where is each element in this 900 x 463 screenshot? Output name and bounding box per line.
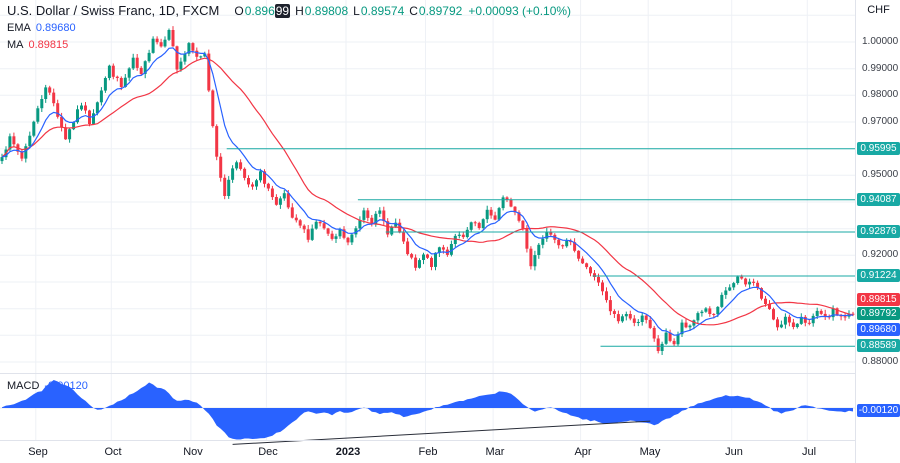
price-pane[interactable]: U.S. Dollar / Swiss Franc, 1D, FXCM O0.89… [0, 0, 855, 373]
time-axis-label: Dec [258, 446, 278, 458]
time-axis-label: Jul [801, 446, 817, 458]
open-value: 0.89699 [244, 4, 291, 18]
price-axis-label: 1.00000 [862, 36, 899, 47]
price-axis-label: 0.92000 [862, 249, 899, 260]
ma-label: MA [7, 39, 24, 51]
ma-legend-row[interactable]: MA 0.89815 [7, 36, 571, 53]
price-badge: 0.88589 [857, 339, 900, 352]
chart-legend: U.S. Dollar / Swiss Franc, 1D, FXCM O0.89… [7, 3, 571, 53]
high-value: 0.89808 [304, 4, 349, 18]
macd-label: MACD [7, 380, 40, 392]
axis-currency-label[interactable]: CHF [867, 4, 890, 16]
change-value: +0.00093 (+0.10%) [468, 4, 572, 18]
price-chart-canvas[interactable] [0, 0, 855, 373]
price-axis[interactable]: CHF 1.00000 0.99000 0.98000 0.97000 0.95000 0… [855, 0, 900, 463]
open-label: O [234, 4, 244, 18]
symbol-legend-row[interactable]: U.S. Dollar / Swiss Franc, 1D, FXCM O0.89… [7, 3, 571, 19]
time-axis-label: Oct [104, 446, 122, 458]
ema-value: 0.89680 [35, 22, 76, 34]
macd-value-badge: -0.00120 [857, 404, 900, 417]
close-label: C [409, 4, 418, 18]
price-badge: 0.91224 [857, 269, 900, 282]
time-axis-label: 2023 [335, 446, 361, 458]
high-label: H [295, 4, 304, 18]
price-badge: 0.94087 [857, 193, 900, 206]
time-axis-label: May [639, 446, 661, 458]
ma-line[interactable] [1, 57, 854, 326]
macd-histogram-area [2, 380, 853, 440]
ema-legend-row[interactable]: EMA 0.89680 [7, 19, 571, 36]
macd-pane[interactable]: MACD -0.00120 [0, 374, 855, 445]
symbol-title: U.S. Dollar / Swiss Franc, 1D, FXCM [7, 3, 220, 18]
price-badge: 0.95995 [857, 142, 900, 155]
ema-line[interactable] [1, 47, 854, 336]
price-axis-label: 0.97000 [862, 116, 899, 127]
candles-group [0, 26, 855, 355]
time-axis-label: Jun [725, 446, 743, 458]
price-axis-label: 0.95000 [862, 169, 899, 180]
price-axis-label: 0.88000 [862, 356, 899, 367]
price-badge: 0.89680 [857, 323, 900, 336]
macd-legend-row[interactable]: MACD -0.00120 [7, 380, 88, 392]
ma-value: 0.89815 [28, 39, 69, 51]
time-axis[interactable]: Sep Oct Nov Dec 2023 Feb Mar Apr May Jun Jul [0, 441, 855, 463]
time-axis-separator [0, 440, 855, 441]
low-label: L [353, 4, 360, 18]
price-badge: 0.92876 [857, 225, 900, 238]
time-axis-label: Nov [183, 446, 203, 458]
time-axis-label: Apr [574, 446, 592, 458]
macd-chart-canvas[interactable] [0, 374, 855, 445]
ema-label: EMA [7, 22, 31, 34]
time-axis-label: Sep [28, 446, 48, 458]
price-badge: 0.89792 [857, 307, 900, 320]
price-axis-label: 0.99000 [862, 63, 899, 74]
time-axis-label: Feb [418, 446, 438, 458]
price-badge: 0.89815 [857, 293, 900, 306]
macd-value: -0.00120 [44, 380, 88, 392]
price-axis-label: 0.98000 [862, 89, 899, 100]
low-value: 0.89574 [360, 4, 405, 18]
close-value: 0.89792 [418, 4, 463, 18]
open-value-highlight: 99 [274, 4, 291, 18]
pane-separator[interactable] [0, 373, 855, 374]
time-axis-label: Mar [485, 446, 505, 458]
